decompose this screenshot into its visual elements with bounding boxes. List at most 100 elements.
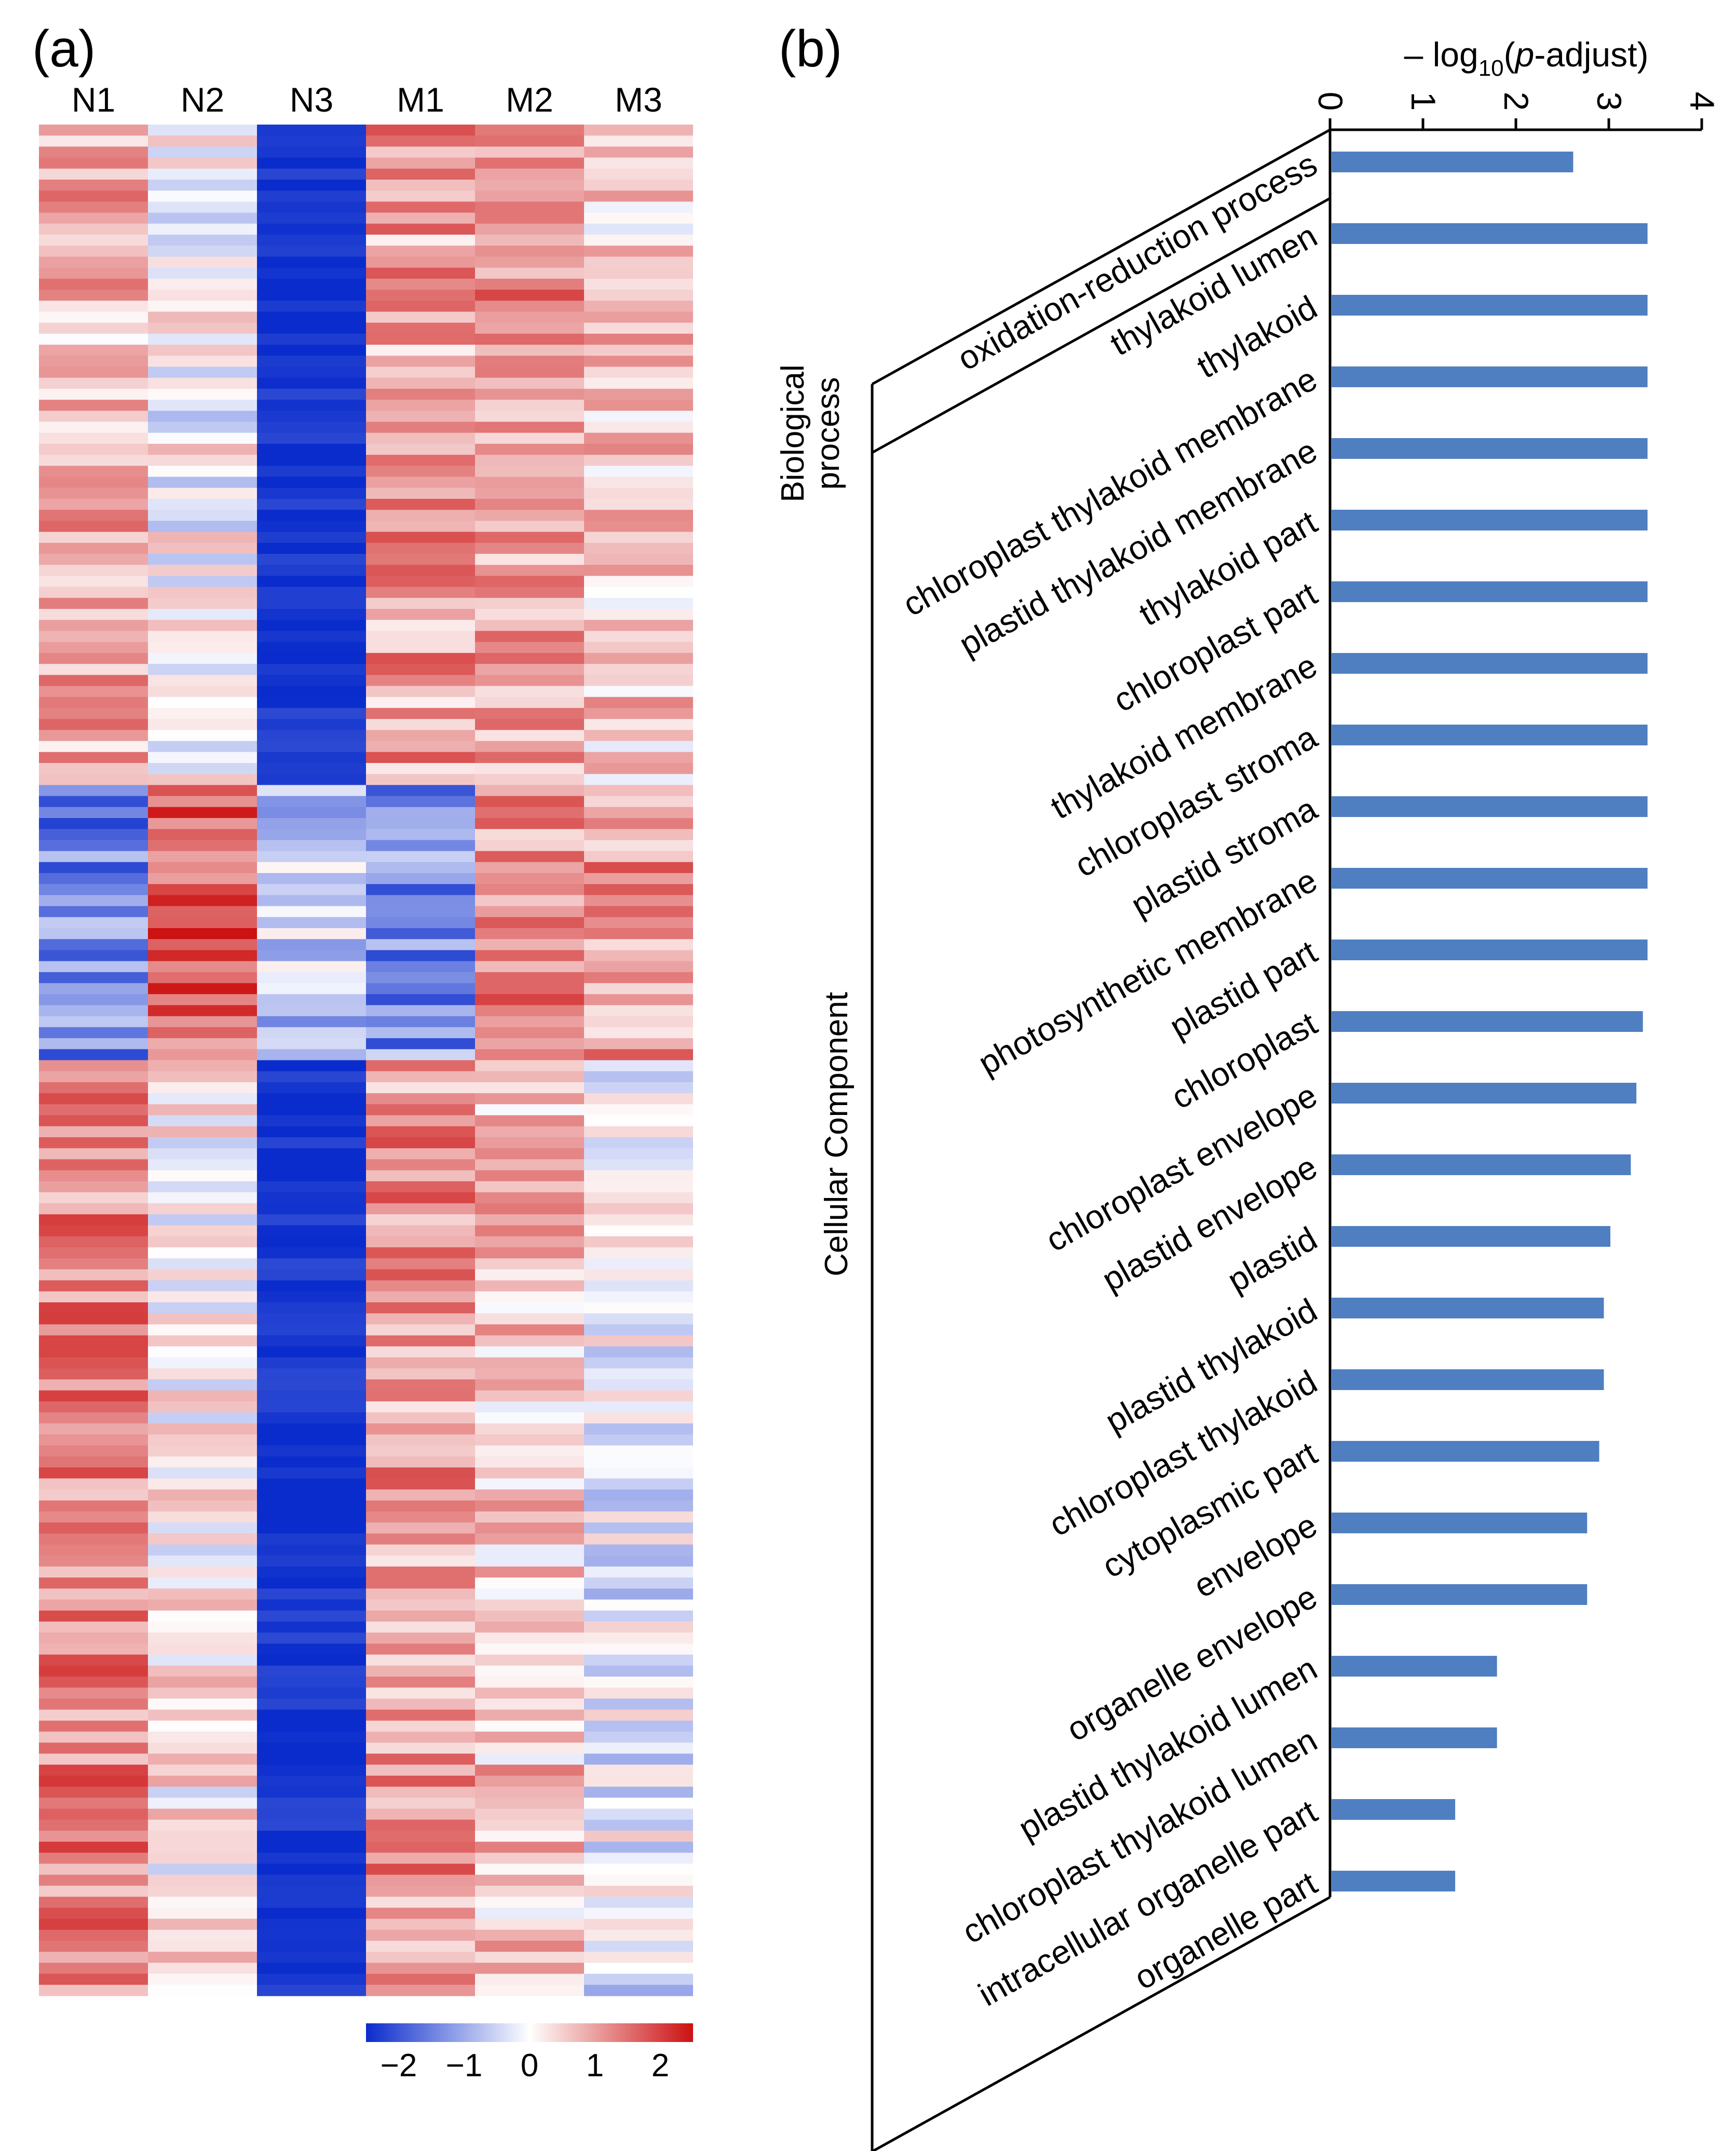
heatmap-cell: [39, 125, 148, 136]
heatmap-cell: [584, 146, 693, 158]
heatmap-cell: [584, 466, 693, 478]
heatmap-cell: [257, 487, 366, 499]
heatmap-cell: [257, 1566, 366, 1578]
heatmap-cell: [584, 1379, 693, 1391]
heatmap-cell: [475, 1489, 584, 1501]
heatmap-cell: [148, 366, 257, 378]
heatmap-cell: [148, 532, 257, 543]
heatmap-cell: [366, 1566, 475, 1578]
heatmap-cell: [39, 443, 148, 455]
heatmap-cell: [584, 1137, 693, 1149]
heatmap-cell: [366, 377, 475, 389]
heatmap-cell: [39, 565, 148, 577]
heatmap-cell: [148, 752, 257, 764]
bar: [1332, 295, 1648, 316]
heatmap-cell: [148, 1819, 257, 1831]
heatmap-cell: [148, 1401, 257, 1413]
heatmap-cell: [475, 1412, 584, 1424]
heatmap-cell: [584, 1203, 693, 1215]
heatmap-cell: [39, 1027, 148, 1039]
heatmap-cell: [257, 1225, 366, 1237]
heatmap-cell: [584, 432, 693, 444]
heatmap-cell: [584, 1346, 693, 1358]
heatmap-cell: [366, 620, 475, 632]
heatmap-cell: [366, 675, 475, 687]
heatmap-cell: [366, 1115, 475, 1127]
heatmap-cell: [475, 1225, 584, 1237]
heatmap-cell: [584, 939, 693, 951]
heatmap-cell: [39, 1599, 148, 1611]
heatmap-cell: [475, 1819, 584, 1831]
heatmap-cell: [366, 400, 475, 411]
heatmap-cell: [148, 1522, 257, 1534]
heatmap-cell: [475, 1654, 584, 1666]
heatmap-cell: [475, 719, 584, 730]
colorbar-tick-label: 2: [652, 2048, 669, 2084]
heatmap-cell: [366, 1016, 475, 1028]
bar: [1332, 1656, 1497, 1677]
heatmap-cell: [584, 961, 693, 973]
heatmap-cell: [584, 1159, 693, 1171]
heatmap-cell: [584, 631, 693, 643]
heatmap-cell: [148, 620, 257, 632]
heatmap-cell: [148, 1434, 257, 1446]
heatmap-cell: [584, 576, 693, 588]
heatmap-cell: [366, 1005, 475, 1017]
heatmap-cell: [475, 1588, 584, 1600]
heatmap-cell: [148, 1918, 257, 1930]
heatmap-cell: [39, 246, 148, 257]
axis-title-prefix: – log: [1404, 35, 1479, 74]
heatmap-cell: [148, 1236, 257, 1248]
heatmap-cell: [366, 1897, 475, 1908]
heatmap-cell: [366, 1533, 475, 1545]
heatmap-cell: [257, 146, 366, 158]
heatmap-cell: [584, 719, 693, 730]
heatmap-cell: [39, 1929, 148, 1941]
heatmap-cell: [39, 1577, 148, 1589]
heatmap-cell: [475, 1346, 584, 1358]
heatmap-cell: [148, 180, 257, 191]
heatmap-cell: [257, 631, 366, 643]
heatmap-cell: [39, 1445, 148, 1457]
heatmap-cell: [39, 1798, 148, 1809]
heatmap-cell: [475, 1698, 584, 1710]
heatmap-cell: [475, 730, 584, 742]
heatmap-cell: [475, 345, 584, 356]
heatmap-cell: [584, 290, 693, 301]
heatmap-cell: [39, 554, 148, 565]
heatmap-cell: [148, 1269, 257, 1281]
heatmap-cell: [475, 1302, 584, 1314]
heatmap-cell: [366, 1093, 475, 1105]
heatmap-cell: [39, 455, 148, 466]
colorbar-tick-label: −1: [446, 2048, 483, 2084]
heatmap-cell: [475, 707, 584, 719]
heatmap-cell: [584, 928, 693, 940]
heatmap-cell: [39, 1709, 148, 1721]
heatmap-cell: [366, 366, 475, 378]
heatmap-cell: [39, 972, 148, 984]
heatmap-cell: [148, 212, 257, 224]
heatmap-cell: [148, 1599, 257, 1611]
heatmap-cell: [475, 1599, 584, 1611]
heatmap-cell: [257, 521, 366, 533]
heatmap-cell: [39, 1005, 148, 1017]
heatmap-cell: [39, 895, 148, 907]
heatmap-cell: [148, 597, 257, 609]
heatmap-cell: [475, 1192, 584, 1204]
heatmap-cell: [584, 1952, 693, 1963]
heatmap-cell: [257, 707, 366, 719]
heatmap-cell: [475, 1313, 584, 1325]
heatmap-cell: [584, 1148, 693, 1160]
heatmap-cell: [148, 719, 257, 730]
heatmap-cell: [475, 1379, 584, 1391]
heatmap-cell: [366, 1346, 475, 1358]
heatmap-cell: [257, 1192, 366, 1204]
heatmap-cell: [257, 1390, 366, 1402]
heatmap-cell: [148, 1379, 257, 1391]
heatmap-cell: [366, 851, 475, 863]
heatmap-cell: [366, 1687, 475, 1699]
heatmap-cell: [584, 1192, 693, 1204]
heatmap-cell: [257, 652, 366, 664]
heatmap-cell: [148, 785, 257, 797]
heatmap-cell: [39, 499, 148, 510]
